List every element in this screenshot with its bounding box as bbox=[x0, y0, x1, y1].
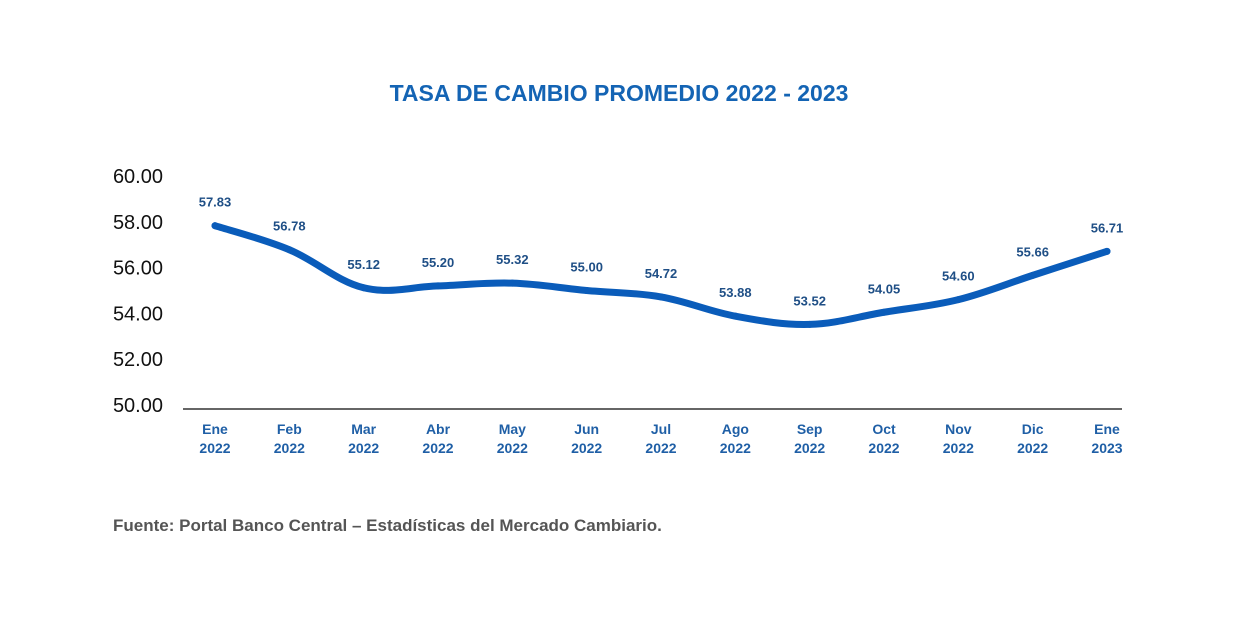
y-axis: 50.00 52.00 54.00 56.00 58.00 60.00 bbox=[113, 166, 163, 417]
data-point bbox=[285, 246, 293, 254]
data-label: 57.83 bbox=[199, 195, 232, 210]
x-tick-month: Ene bbox=[202, 421, 228, 437]
data-label: 56.71 bbox=[1091, 220, 1124, 235]
y-tick-label: 56.00 bbox=[113, 258, 163, 280]
data-label: 54.72 bbox=[645, 266, 678, 281]
y-tick-label: 60.00 bbox=[113, 166, 163, 188]
y-tick-label: 58.00 bbox=[113, 212, 163, 234]
x-tick-month: Nov bbox=[945, 421, 972, 437]
y-tick-label: 52.00 bbox=[113, 349, 163, 371]
data-label: 54.05 bbox=[868, 281, 901, 296]
x-tick-year: 2022 bbox=[720, 440, 751, 456]
data-label: 55.66 bbox=[1016, 244, 1049, 259]
x-tick-year: 2022 bbox=[348, 440, 379, 456]
data-point bbox=[1029, 271, 1037, 279]
x-tick-month: May bbox=[499, 421, 526, 437]
x-tick-year: 2022 bbox=[794, 440, 825, 456]
y-tick-label: 54.00 bbox=[113, 303, 163, 325]
x-tick-year: 2022 bbox=[199, 440, 230, 456]
x-tick-year: 2022 bbox=[943, 440, 974, 456]
x-tick-month: Jun bbox=[574, 421, 599, 437]
x-tick-month: Dic bbox=[1022, 421, 1044, 437]
data-point bbox=[1103, 247, 1111, 255]
data-label: 55.00 bbox=[570, 260, 603, 275]
x-tick-year: 2022 bbox=[571, 440, 602, 456]
data-label: 54.60 bbox=[942, 269, 975, 284]
data-label: 56.78 bbox=[273, 219, 306, 234]
data-point bbox=[954, 296, 962, 304]
data-point bbox=[880, 308, 888, 316]
data-point bbox=[211, 222, 219, 230]
data-label: 55.20 bbox=[422, 255, 455, 270]
x-tick-month: Abr bbox=[426, 421, 451, 437]
x-tick-month: Ago bbox=[722, 421, 749, 437]
x-tick-year: 2022 bbox=[422, 440, 453, 456]
data-point bbox=[657, 293, 665, 301]
x-tick-year: 2022 bbox=[497, 440, 528, 456]
source-note: Fuente: Portal Banco Central – Estadísti… bbox=[113, 516, 662, 535]
data-point bbox=[583, 287, 591, 294]
x-tick-month: Ene bbox=[1094, 421, 1120, 437]
x-tick-year: 2023 bbox=[1091, 440, 1122, 456]
data-label: 55.32 bbox=[496, 252, 529, 267]
line-chart: 50.00 52.00 54.00 56.00 58.00 60.00 57.83 56.7… bbox=[113, 166, 1124, 456]
data-label: 53.88 bbox=[719, 285, 752, 300]
x-tick-year: 2022 bbox=[274, 440, 305, 456]
x-tick-month: Sep bbox=[797, 421, 823, 437]
data-point bbox=[806, 320, 814, 328]
data-point bbox=[434, 282, 442, 290]
x-tick-year: 2022 bbox=[645, 440, 676, 456]
y-tick-label: 50.00 bbox=[113, 395, 163, 417]
x-tick-month: Mar bbox=[351, 421, 376, 437]
chart-title: TASA DE CAMBIO PROMEDIO 2022 - 2023 bbox=[389, 80, 849, 106]
x-tick-year: 2022 bbox=[868, 440, 899, 456]
data-label: 55.12 bbox=[347, 257, 380, 272]
x-axis: Ene 2022 Feb 2022 Mar 2022 Abr 2022 May 2022 Jun 20… bbox=[199, 421, 1122, 456]
data-point bbox=[508, 279, 516, 287]
x-tick-month: Jul bbox=[651, 421, 671, 437]
x-tick-month: Feb bbox=[277, 421, 302, 437]
x-tick-month: Oct bbox=[872, 421, 896, 437]
data-point bbox=[731, 312, 739, 320]
data-labels: 57.83 56.78 55.12 55.20 55.32 55.00 54.72 53.88… bbox=[199, 195, 1124, 328]
data-point bbox=[360, 284, 368, 292]
data-label: 53.52 bbox=[793, 293, 826, 308]
x-tick-year: 2022 bbox=[1017, 440, 1048, 456]
